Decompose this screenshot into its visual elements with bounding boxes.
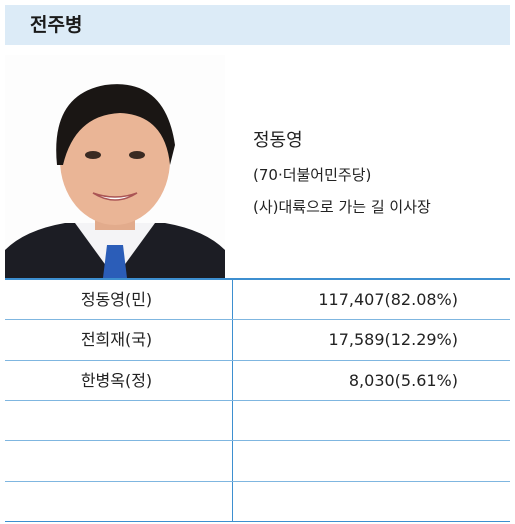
votes-cell: 117,407(82.08%) xyxy=(318,280,458,320)
votes-cell: 8,030(5.61%) xyxy=(349,361,458,401)
page: 전주병 정동영 (70·더불어민주당) (사)대륙으로 가는 길 이사장 정동영… xyxy=(0,0,515,524)
candidate-cell: 전희재(국) xyxy=(5,320,228,360)
candidate-cell: 정동영(민) xyxy=(5,280,228,320)
table-row: 전희재(국) 17,589(12.29%) xyxy=(5,320,510,360)
header-bar: 전주병 xyxy=(5,5,510,45)
header-title: 전주병 xyxy=(30,5,82,45)
candidate-photo xyxy=(5,55,225,278)
table-row xyxy=(5,482,510,522)
results-table: 정동영(민) 117,407(82.08%) 전희재(국) 17,589(12.29%… xyxy=(5,278,510,522)
candidate-info: (70·더불어민주당) xyxy=(253,164,371,185)
table-row: 한병옥(정) 8,030(5.61%) xyxy=(5,361,510,401)
votes-cell: 17,589(12.29%) xyxy=(329,320,458,360)
table-row xyxy=(5,401,510,441)
candidate-cell: 한병옥(정) xyxy=(5,361,228,401)
candidate-name: 정동영 xyxy=(253,126,303,152)
table-row: 정동영(민) 117,407(82.08%) xyxy=(5,280,510,320)
table-row xyxy=(5,441,510,481)
candidate-info: (사)대륙으로 가는 길 이사장 xyxy=(253,196,431,217)
